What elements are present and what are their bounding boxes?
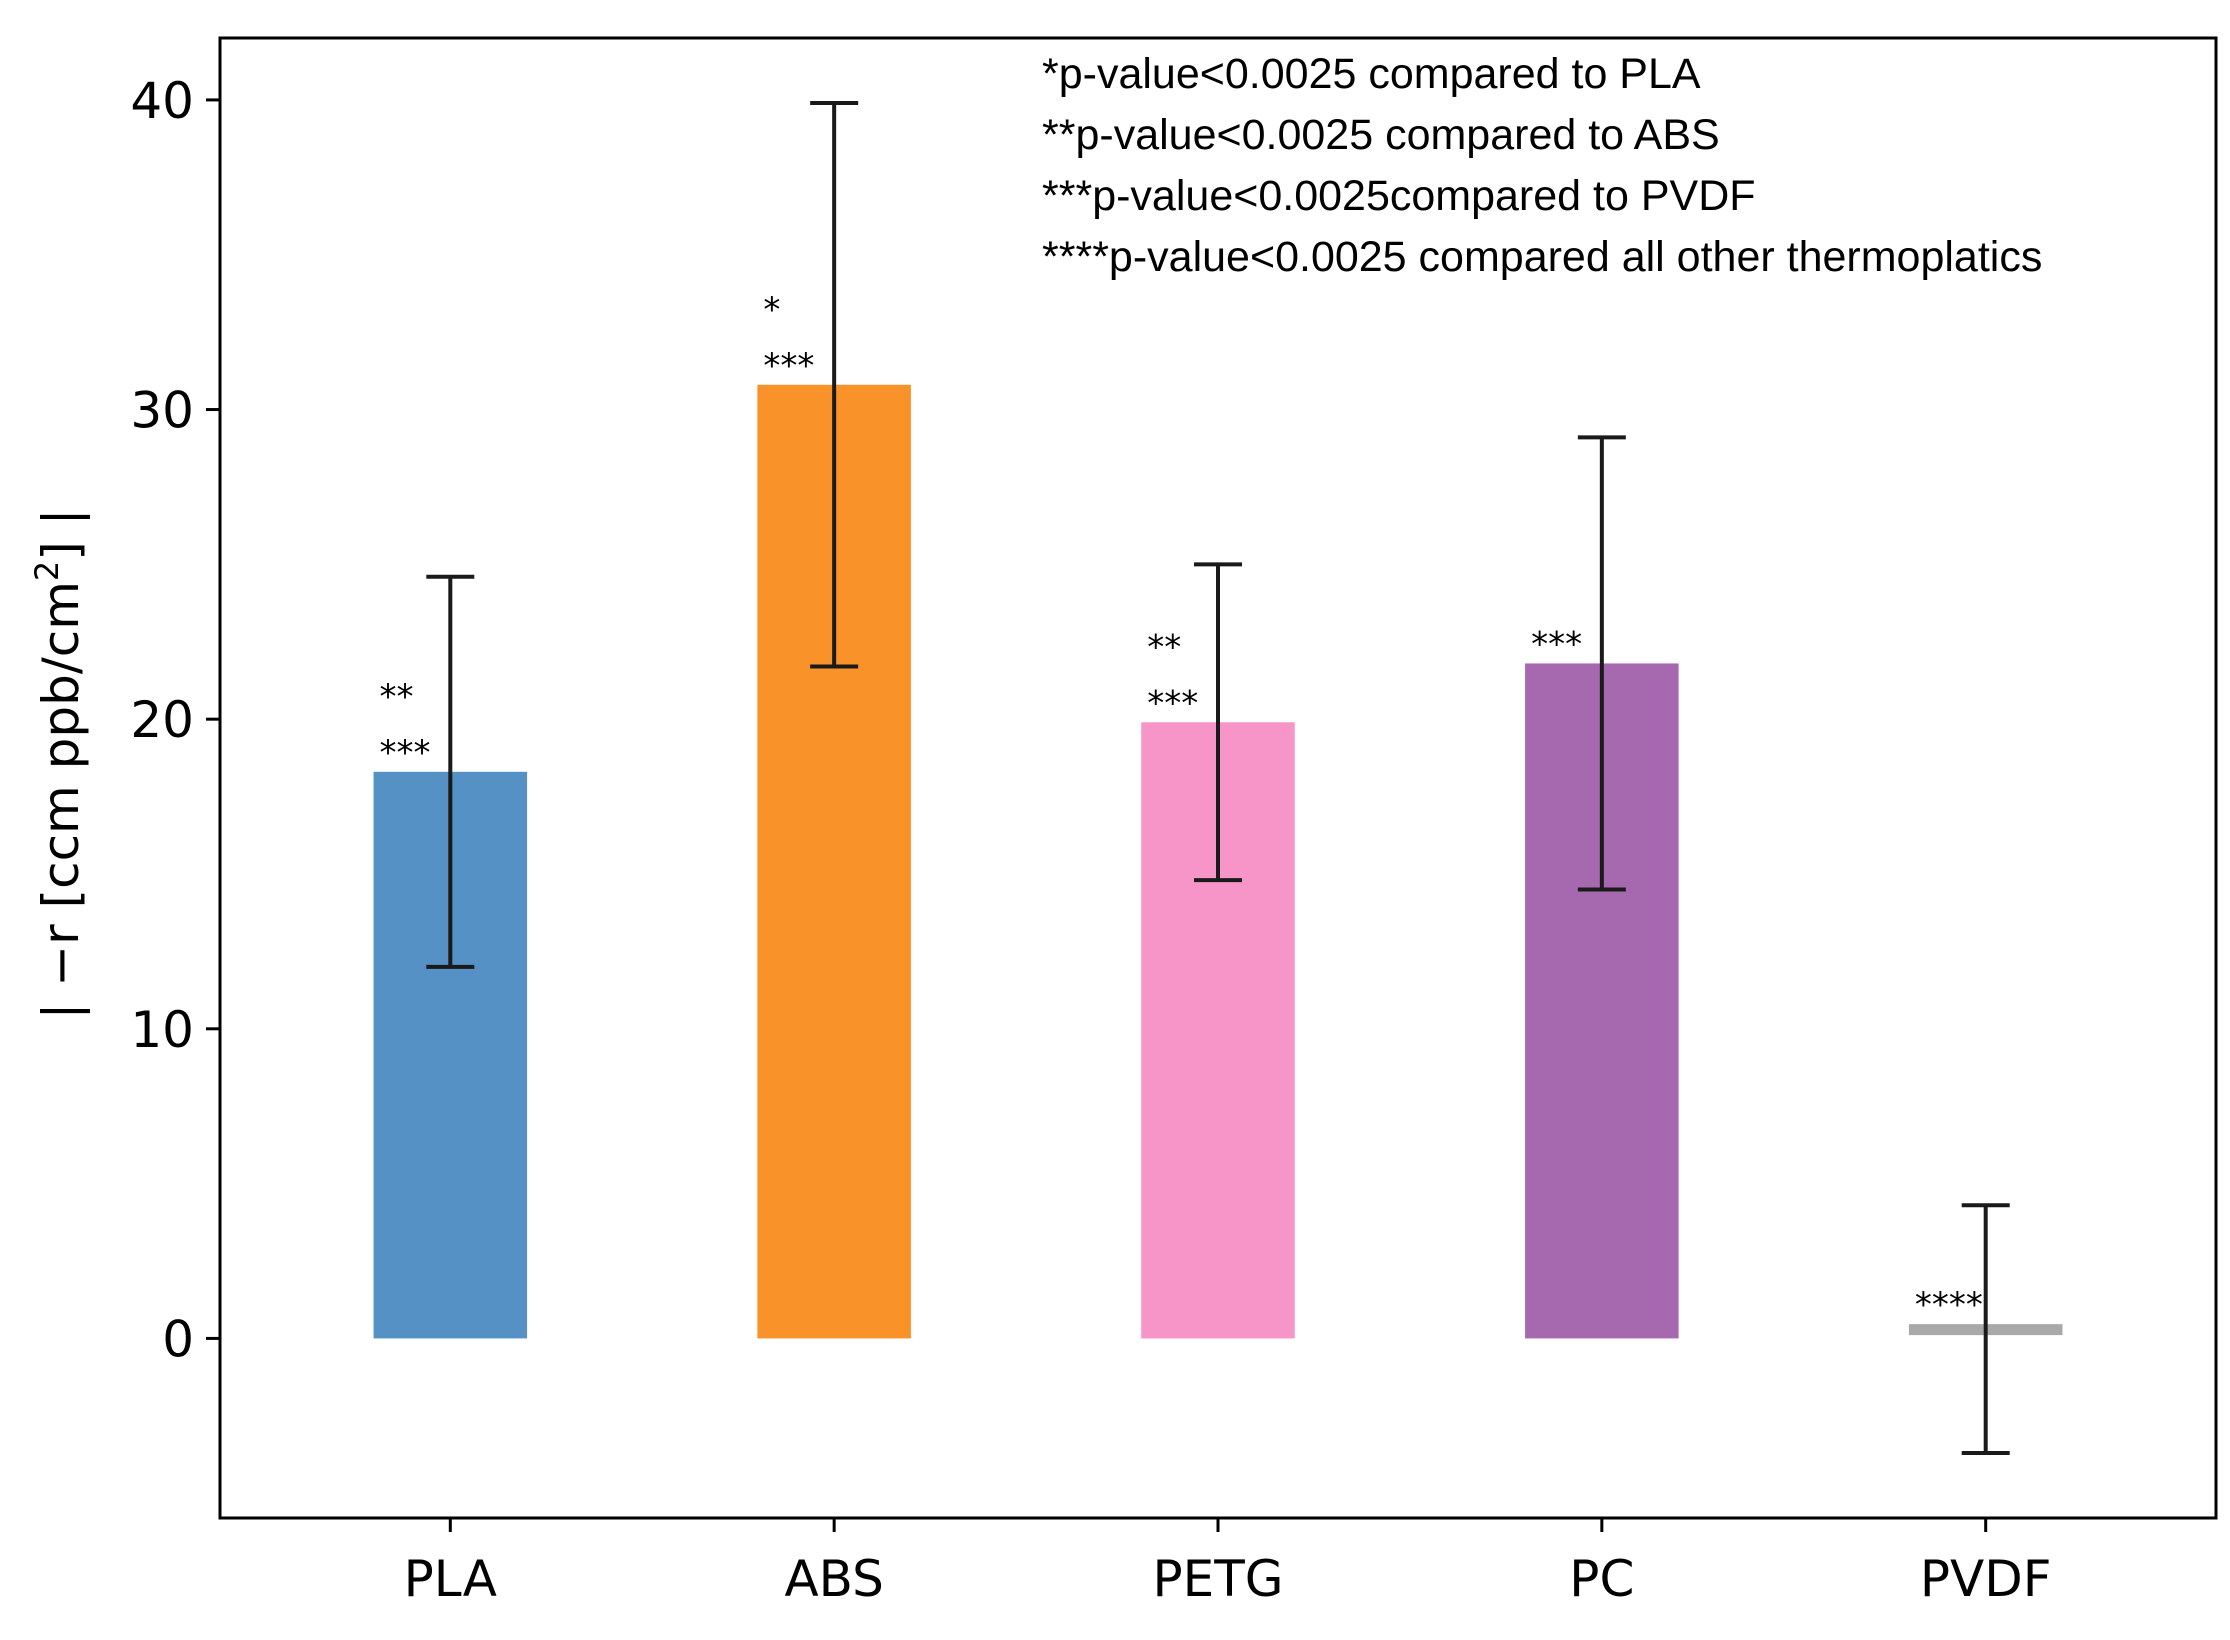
significance-pla-0: ** [380,677,414,717]
y-axis: 0 10 20 30 40 [130,72,220,1368]
x-tick-label-pla: PLA [404,1550,497,1608]
y-axis-label: | −r [ccm ppb/cm2] | [28,508,90,1019]
significance-abs-1: *** [763,346,814,386]
x-tick-label-abs: ABS [784,1550,883,1608]
x-tick-label-pvdf: PVDF [1920,1550,2052,1608]
significance-pla-1: *** [380,733,431,773]
x-tick-label-pc: PC [1569,1550,1634,1608]
significance-abs-0: * [763,290,780,330]
legend: *p-value<0.0025 compared to PLA **p-value… [1042,50,2042,281]
y-tick-label-20: 20 [130,691,194,749]
y-tick-label-30: 30 [130,382,194,440]
x-axis: PLA ABS PETG PC PVDF [404,1518,2052,1608]
y-tick-label-40: 40 [130,72,194,130]
significance-pc-0: *** [1531,624,1582,664]
significance-markers-layer: ********************* [380,290,1983,1325]
x-tick-label-petg: PETG [1152,1550,1283,1608]
significance-pvdf-0: **** [1915,1285,1983,1325]
legend-entry-4: ****p-value<0.0025 compared all other th… [1042,233,2042,281]
error-bars-layer [426,101,2010,1455]
significance-petg-1: *** [1147,683,1198,723]
legend-entry-2: **p-value<0.0025 compared to ABS [1042,111,1720,159]
legend-entry-3: ***p-value<0.0025compared to PVDF [1042,172,1756,220]
y-tick-label-0: 0 [162,1310,194,1368]
significance-petg-0: ** [1147,627,1181,667]
y-tick-label-10: 10 [130,1001,194,1059]
legend-entry-1: *p-value<0.0025 compared to PLA [1042,50,1701,98]
